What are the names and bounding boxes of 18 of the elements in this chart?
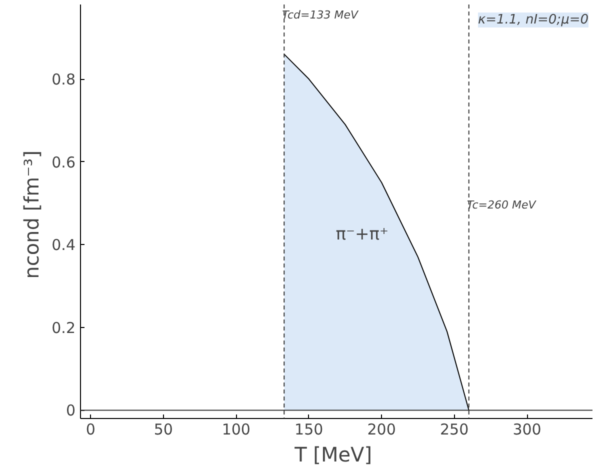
y-tick-label: 0 [66,402,76,420]
x-axis-title: T [MeV] [294,442,372,466]
x-tick-label: 50 [154,420,173,438]
x-tick-label: 250 [440,420,469,438]
annotation: κ=1.1, nI=0;μ=0 [478,12,588,28]
x-tick-label: 200 [367,420,396,438]
y-tick-label: 0.6 [52,153,76,172]
annotation: π⁻+π⁺ [336,224,388,245]
x-tick-label: 0 [86,420,96,438]
x-tick-label: 150 [294,420,324,438]
x-tick-label: 100 [222,420,250,438]
x-tick-label: 300 [512,420,542,438]
y-axis-title: ncond [fm⁻³] [20,150,44,279]
y-tick-label: 0.2 [52,318,76,337]
y-tick-label: 0.8 [52,70,76,89]
y-tick-label: 0.4 [52,236,76,254]
ref-line-label: Tc=260 MeV [466,198,538,212]
ref-line-label: Tcd=133 MeV [282,8,360,22]
